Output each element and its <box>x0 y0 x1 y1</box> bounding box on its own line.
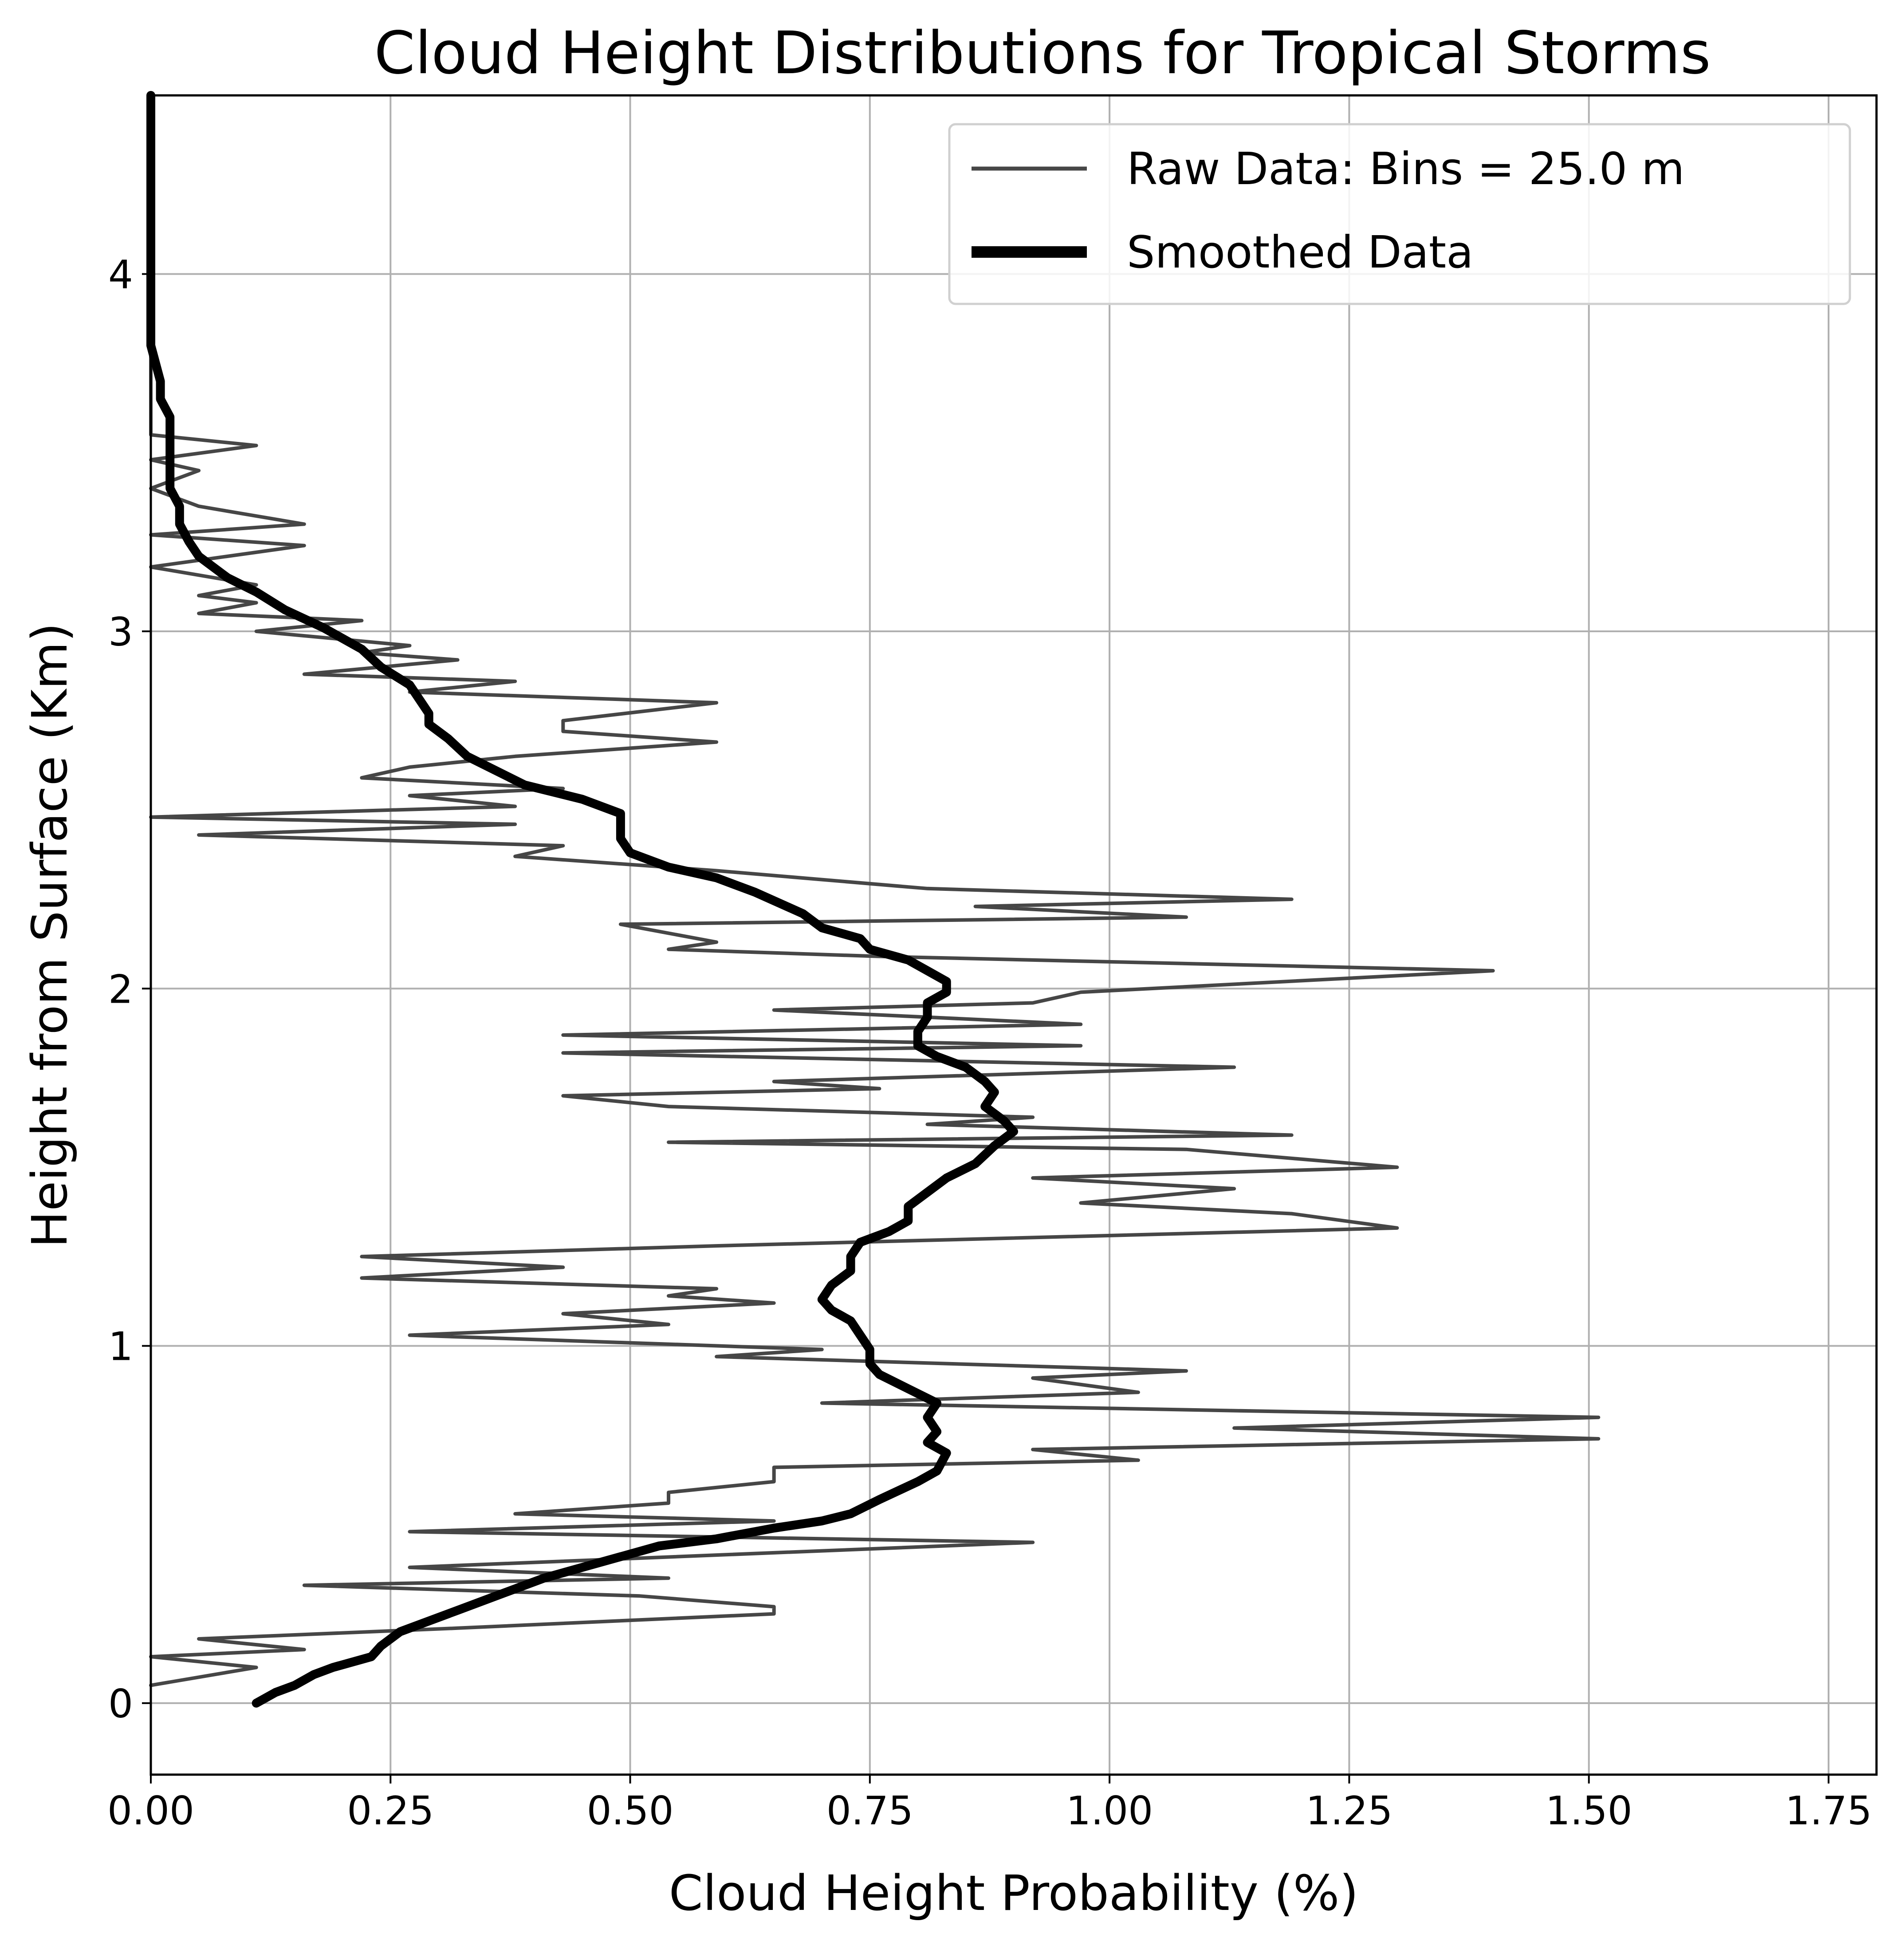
grid-lines <box>150 95 1876 1775</box>
legend: Raw Data: Bins = 25.0 m Smoothed Data <box>948 123 1851 305</box>
x-tick-label: 0.25 <box>347 1788 434 1834</box>
y-tick-label: 2 <box>108 966 133 1012</box>
legend-label-raw: Raw Data: Bins = 25.0 m <box>1127 143 1684 195</box>
series-line-smoothed <box>146 91 1018 1708</box>
legend-box <box>948 123 1851 305</box>
series-layer <box>146 91 1601 1708</box>
series-line-raw <box>149 94 1601 1687</box>
x-tick-label: 0.50 <box>587 1788 674 1834</box>
x-tick-label: 1.75 <box>1785 1788 1872 1834</box>
x-tick-label: 1.50 <box>1546 1788 1633 1834</box>
chart-title: Cloud Height Distributions for Tropical … <box>374 19 1711 87</box>
x-tick-label: 0.75 <box>826 1788 913 1834</box>
y-axis-label: Height from Surface (Km) <box>21 623 78 1248</box>
legend-label-smoothed: Smoothed Data <box>1127 226 1473 278</box>
x-tick-label: 1.25 <box>1306 1788 1393 1834</box>
y-tick-label: 0 <box>108 1681 133 1727</box>
y-tick-label: 3 <box>108 609 133 655</box>
x-axis-label: Cloud Height Probability (%) <box>669 1865 1359 1921</box>
y-tick-label: 1 <box>108 1324 133 1370</box>
y-axis: 0 1 2 3 4 <box>108 252 151 1727</box>
x-tick-label: 1.00 <box>1066 1788 1153 1834</box>
plot-frame <box>149 94 1878 1776</box>
x-tick-label: 0.00 <box>107 1788 194 1834</box>
y-tick-label: 4 <box>108 252 133 298</box>
x-axis: 0.00 0.25 0.50 0.75 1.00 1.25 1.50 1.75 <box>107 1775 1872 1834</box>
